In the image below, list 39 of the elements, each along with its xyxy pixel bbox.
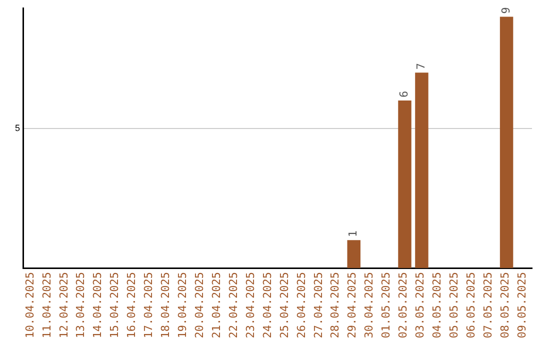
data-label: 1 <box>346 230 360 238</box>
x-tick-label: 22.04.2025 <box>226 272 240 338</box>
x-tick-label: 05.05.2025 <box>448 272 461 338</box>
x-tick-label: 28.04.2025 <box>328 272 342 338</box>
x-tick-label: 23.04.2025 <box>244 272 257 338</box>
bar <box>347 240 360 268</box>
x-tick-label: 07.05.2025 <box>481 272 494 338</box>
x-tick-label: 12.04.2025 <box>57 272 70 338</box>
bar <box>415 72 428 268</box>
x-tick-label: 06.05.2025 <box>464 272 478 338</box>
x-tick-label: 13.04.2025 <box>74 272 88 338</box>
data-label: 6 <box>398 90 411 98</box>
x-tick-label: 02.05.2025 <box>396 272 410 338</box>
x-tick-label: 18.04.2025 <box>159 272 172 338</box>
x-tick-label: 27.04.2025 <box>312 272 325 338</box>
data-label: 7 <box>414 62 428 70</box>
bar <box>398 100 412 268</box>
x-tick-label: 10.04.2025 <box>23 272 36 338</box>
bar <box>500 16 514 268</box>
data-label: 9 <box>499 7 512 14</box>
x-tick-label: 24.04.2025 <box>260 272 274 338</box>
x-tick-label: 15.04.2025 <box>108 272 122 338</box>
x-tick-label: 08.05.2025 <box>498 272 512 338</box>
x-tick-label: 29.04.2025 <box>346 272 359 338</box>
x-tick-label: 17.04.2025 <box>142 272 156 338</box>
x-tick-label: 11.04.2025 <box>40 272 54 338</box>
x-tick-label: 25.04.2025 <box>278 272 291 338</box>
x-tick-label: 14.04.2025 <box>91 272 104 338</box>
x-tick-label: 01.05.2025 <box>380 272 393 338</box>
x-tick-label: 20.04.2025 <box>193 272 206 338</box>
x-tick-label: 26.04.2025 <box>294 272 308 338</box>
y-tick-label: 5 <box>14 122 20 133</box>
x-tick-label: 30.04.2025 <box>362 272 376 338</box>
x-tick-label: 09.05.2025 <box>515 272 528 338</box>
x-tick-label: 19.04.2025 <box>176 272 190 338</box>
x-tick-label: 04.05.2025 <box>430 272 444 338</box>
x-tick-label: 03.05.2025 <box>414 272 427 338</box>
x-tick-label: 16.04.2025 <box>125 272 138 338</box>
x-tick-label: 21.04.2025 <box>210 272 223 338</box>
